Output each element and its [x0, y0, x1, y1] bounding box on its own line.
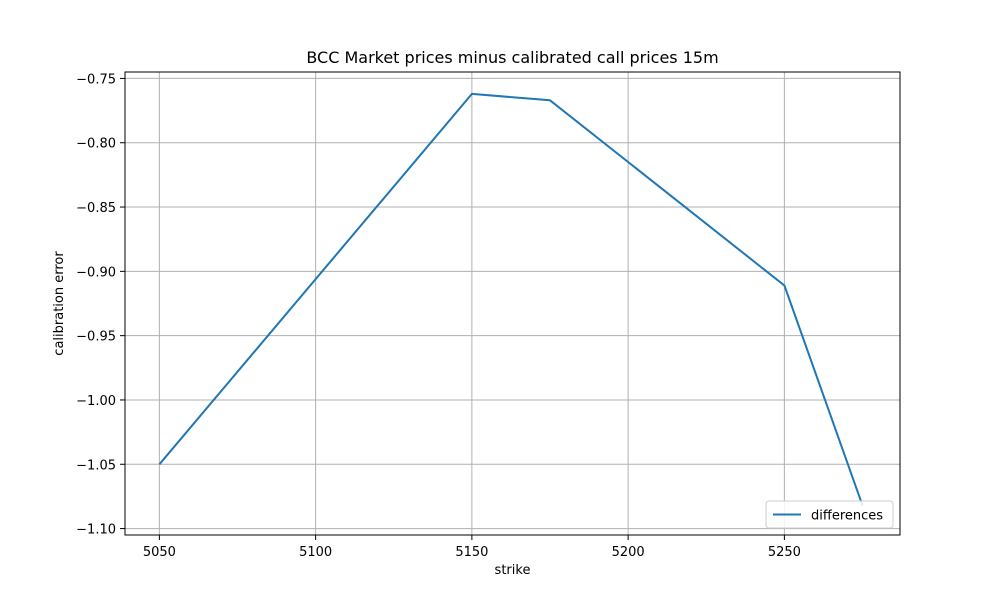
y-tick-label: −0.95 — [76, 330, 116, 345]
x-tick-label: 5200 — [612, 545, 645, 560]
x-tick-label: 5250 — [768, 545, 801, 560]
y-tick-label: −0.85 — [76, 201, 116, 216]
x-axis: 5050 5100 5150 5200 5250 — [143, 535, 801, 560]
y-tick-label: −1.05 — [76, 458, 116, 473]
series-layer — [158, 92, 864, 506]
series-line-differences — [158, 92, 864, 506]
legend: differences — [765, 500, 894, 529]
x-tick-label: 5100 — [299, 545, 332, 560]
grid-lines — [125, 72, 900, 535]
chart-title: BCC Market prices minus calibrated call … — [306, 48, 718, 67]
y-tick-label: −0.75 — [76, 72, 116, 87]
legend-label-differences: differences — [811, 509, 883, 524]
x-axis-label: strike — [495, 563, 531, 578]
x-tick-label: 5050 — [143, 545, 176, 560]
legend-box — [765, 500, 894, 529]
y-tick-label: −0.90 — [76, 265, 116, 280]
plot-frame — [124, 71, 901, 536]
y-tick-label: −1.10 — [76, 523, 116, 538]
y-tick-label: −0.80 — [76, 137, 116, 152]
y-tick-label: −1.00 — [76, 394, 116, 409]
y-axis: −0.75 −0.80 −0.85 −0.90 −0.95 −1.00 −1.05 −1.10 — [76, 72, 125, 538]
x-tick-label: 5150 — [455, 545, 488, 560]
y-axis-label: calibration error — [52, 251, 67, 356]
